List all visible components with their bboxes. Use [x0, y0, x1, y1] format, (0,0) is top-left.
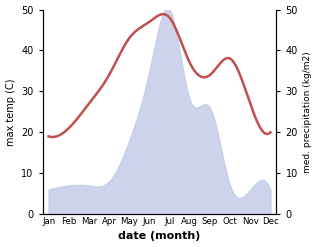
Y-axis label: med. precipitation (kg/m2): med. precipitation (kg/m2): [303, 51, 313, 173]
Y-axis label: max temp (C): max temp (C): [5, 78, 16, 145]
X-axis label: date (month): date (month): [118, 231, 201, 242]
